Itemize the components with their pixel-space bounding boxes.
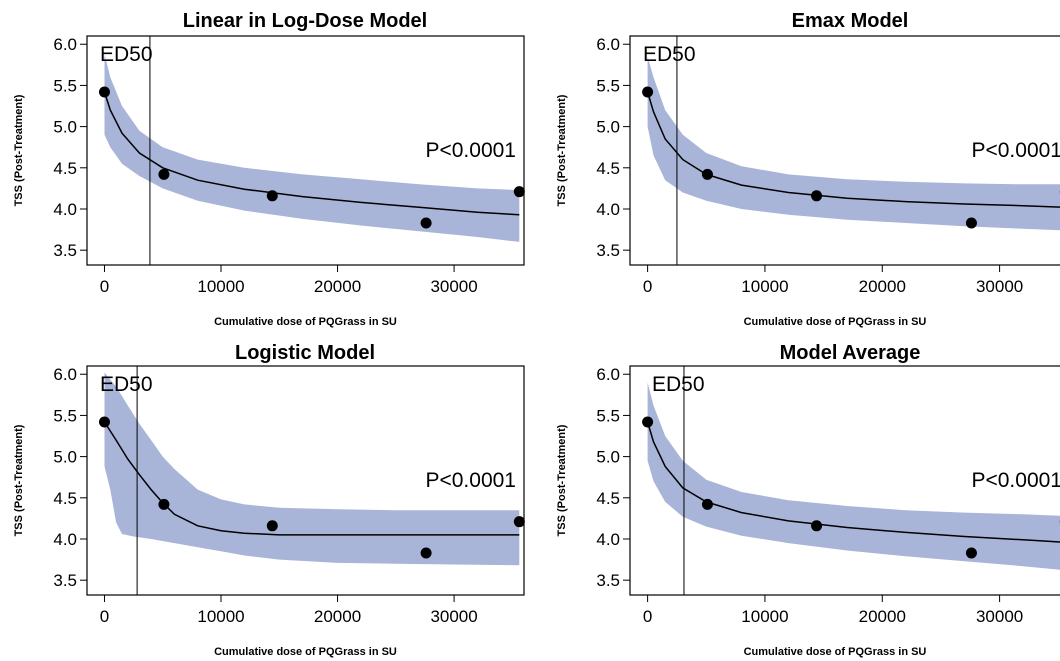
x-tick-label: 10000 xyxy=(197,277,244,296)
x-tick-label: 30000 xyxy=(430,277,477,296)
x-tick-label: 20000 xyxy=(314,277,361,296)
y-tick-label: 3.5 xyxy=(596,241,620,260)
x-axis-label: Cumulative dose of PQGrass in SU xyxy=(214,646,397,658)
chart-title: Logistic Model xyxy=(235,342,375,364)
observed-point xyxy=(420,217,432,229)
y-tick-label: 5.5 xyxy=(53,406,77,425)
plot-frame xyxy=(86,35,525,266)
y-axis-label: TSS (Post-Treatment) xyxy=(556,94,568,206)
y-tick-label: 4.0 xyxy=(596,200,620,219)
y-axis-label: TSS (Post-Treatment) xyxy=(13,94,25,206)
confidence-band xyxy=(104,372,520,566)
y-tick-label: 4.0 xyxy=(53,530,77,549)
observed-point xyxy=(98,416,110,428)
y-tick-label: 5.5 xyxy=(596,406,620,425)
x-axis-label: Cumulative dose of PQGrass in SU xyxy=(744,316,927,328)
y-tick-label: 4.5 xyxy=(53,489,77,508)
observed-point xyxy=(965,217,977,229)
observed-point xyxy=(266,190,278,202)
plot-frame xyxy=(629,35,1060,266)
y-tick-label: 3.5 xyxy=(53,241,77,260)
observed-point xyxy=(701,498,713,510)
y-tick-label: 6.0 xyxy=(53,35,77,54)
x-tick-label: 0 xyxy=(643,277,652,296)
x-tick-label: 10000 xyxy=(741,607,788,626)
y-tick-label: 4.5 xyxy=(596,159,620,178)
x-tick-label: 0 xyxy=(643,607,652,626)
plot-area xyxy=(103,36,520,265)
panel-1: 0 10000 20000 30000 3.5 4.0 4.5 5.0 5.5 6.0 Linear… xyxy=(13,10,525,328)
fitted-curve xyxy=(646,91,1060,208)
observed-point xyxy=(158,168,170,180)
observed-point xyxy=(513,186,525,198)
observed-point xyxy=(266,520,278,532)
x-tick-label: 30000 xyxy=(976,607,1023,626)
x-tick-label: 30000 xyxy=(430,607,477,626)
p-value-label: P<0.0001 xyxy=(971,469,1060,492)
y-tick-label: 4.5 xyxy=(53,159,77,178)
observed-point xyxy=(701,168,713,180)
fitted-curve xyxy=(646,421,1060,543)
confidence-band xyxy=(647,382,1060,570)
panel-2: 0 10000 20000 30000 3.5 4.0 4.5 5.0 5.5 6.0 Emax M… xyxy=(556,10,1060,328)
fitted-curve xyxy=(103,421,520,536)
plot-area xyxy=(646,36,1060,265)
plot-area xyxy=(103,366,520,595)
observed-point xyxy=(420,547,432,559)
observed-point xyxy=(513,516,525,528)
y-tick-label: 5.0 xyxy=(53,118,77,137)
p-value-label: P<0.0001 xyxy=(425,139,516,162)
y-tick-label: 4.0 xyxy=(53,200,77,219)
ed50-label: ED50 xyxy=(100,373,153,396)
x-tick-label: 0 xyxy=(100,277,109,296)
y-tick-label: 4.5 xyxy=(596,489,620,508)
plot-frame xyxy=(629,365,1060,596)
x-tick-label: 0 xyxy=(100,607,109,626)
x-axis-label: Cumulative dose of PQGrass in SU xyxy=(214,316,397,328)
y-axis-label: TSS (Post-Treatment) xyxy=(556,424,568,536)
p-value-label: P<0.0001 xyxy=(425,469,516,492)
observed-point xyxy=(811,190,823,202)
ed50-label: ED50 xyxy=(643,43,696,66)
observed-point xyxy=(98,86,110,98)
observed-point xyxy=(642,416,654,428)
x-tick-label: 10000 xyxy=(197,607,244,626)
y-axis-label: TSS (Post-Treatment) xyxy=(13,424,25,536)
observed-point xyxy=(158,498,170,510)
x-tick-label: 20000 xyxy=(859,607,906,626)
y-tick-label: 5.0 xyxy=(53,448,77,467)
chart-title: Emax Model xyxy=(792,10,909,32)
y-tick-label: 6.0 xyxy=(53,365,77,384)
plot-frame xyxy=(86,365,525,596)
x-tick-label: 20000 xyxy=(314,607,361,626)
y-tick-label: 5.0 xyxy=(596,448,620,467)
confidence-band xyxy=(104,54,520,242)
panel-4: 0 10000 20000 30000 3.5 4.0 4.5 5.0 5.5 6.0 Model … xyxy=(556,342,1060,658)
ed50-label: ED50 xyxy=(652,373,705,396)
y-tick-label: 3.5 xyxy=(53,571,77,590)
panel-3: 0 10000 20000 30000 3.5 4.0 4.5 5.0 5.5 6.0 Logist… xyxy=(13,342,525,658)
y-tick-label: 4.0 xyxy=(596,530,620,549)
p-value-label: P<0.0001 xyxy=(971,139,1060,162)
x-tick-label: 10000 xyxy=(741,277,788,296)
ed50-label: ED50 xyxy=(100,43,153,66)
x-tick-label: 30000 xyxy=(976,277,1023,296)
observed-point xyxy=(811,520,823,532)
observed-point xyxy=(642,86,654,98)
y-tick-label: 6.0 xyxy=(596,35,620,54)
observed-point xyxy=(965,547,977,559)
y-tick-label: 5.0 xyxy=(596,118,620,137)
y-tick-label: 6.0 xyxy=(596,365,620,384)
x-axis-label: Cumulative dose of PQGrass in SU xyxy=(744,646,927,658)
plot-area xyxy=(646,366,1060,595)
y-tick-label: 3.5 xyxy=(596,571,620,590)
x-tick-label: 20000 xyxy=(859,277,906,296)
y-tick-label: 5.5 xyxy=(53,76,77,95)
chart-title: Model Average xyxy=(780,342,921,364)
y-tick-label: 5.5 xyxy=(596,76,620,95)
chart-title: Linear in Log-Dose Model xyxy=(183,10,427,32)
fitted-curve xyxy=(103,91,520,216)
